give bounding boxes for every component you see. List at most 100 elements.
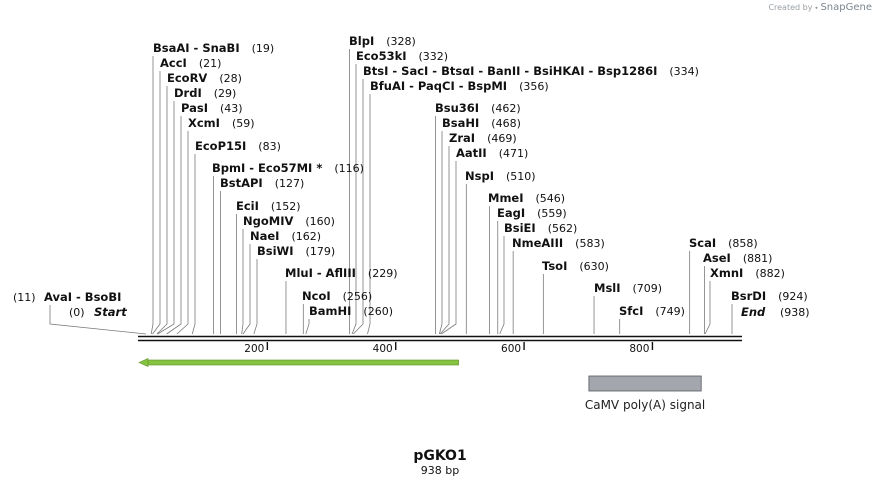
restriction-site[interactable]: NspI (510) [465, 169, 536, 183]
site-name: AatII [456, 146, 487, 160]
site-leader-line [176, 131, 189, 335]
site-name: MmeI [488, 191, 524, 205]
site-leader-line [242, 244, 251, 335]
site-leader-line [241, 229, 244, 335]
restriction-site[interactable]: NmeAIII (583) [512, 236, 605, 250]
restriction-site[interactable]: BpmI - Eco57MI * (116) [212, 161, 364, 175]
site-leader-lines [49, 49, 733, 335]
restriction-site[interactable]: BtsI - SacI - BtsαI - BanII - BsiHKAI - … [363, 64, 699, 78]
site-name: NcoI [302, 289, 331, 303]
site-position: (260) [363, 305, 393, 318]
site-position: (83) [258, 140, 281, 153]
restriction-site[interactable]: AatII (471) [456, 146, 528, 160]
restriction-site[interactable]: DrdI (29) [174, 86, 236, 100]
feature-arrow-head [138, 358, 149, 367]
site-name: Eco53kI [356, 49, 407, 63]
restriction-site[interactable]: SfcI (749) [619, 304, 685, 318]
restriction-site[interactable]: BsaHI (468) [442, 116, 521, 130]
restriction-site[interactable]: (11) AvaI - BsoBI [13, 290, 121, 304]
restriction-site[interactable]: BsaAI - SnaBI (19) [153, 41, 274, 55]
site-position: (471) [499, 147, 529, 160]
site-name: AccI [160, 56, 187, 70]
site-name: BfuAI - PaqCI - BspMI [370, 79, 507, 93]
site-leader-line [191, 154, 196, 335]
site-name: SfcI [619, 304, 643, 318]
site-leader-line [166, 116, 182, 335]
end-position: (938) [780, 306, 810, 319]
site-leader-line [156, 86, 168, 335]
restriction-site[interactable]: MslI (709) [594, 281, 662, 295]
restriction-site[interactable]: TsoI (630) [542, 259, 609, 273]
site-position: (510) [506, 170, 536, 183]
site-name: BpmI - Eco57MI * [212, 161, 322, 175]
site-leader-line [49, 305, 147, 335]
feature-label: CaMV poly(A) signal [585, 398, 705, 412]
restriction-site[interactable]: BlpI (328) [349, 34, 416, 48]
restriction-site[interactable]: Bsu36I (462) [435, 101, 521, 115]
site-position: (11) [13, 291, 36, 304]
feature-box[interactable] [588, 375, 702, 392]
restriction-site[interactable]: BamHI (260) [309, 304, 393, 318]
restriction-site[interactable]: NgoMIV (160) [243, 214, 335, 228]
restriction-site[interactable]: ZraI (469) [449, 131, 517, 145]
site-position: (116) [334, 162, 364, 175]
restriction-site[interactable]: BsiEI (562) [504, 221, 577, 235]
site-position: (630) [579, 260, 609, 273]
site-name: EciI [236, 199, 259, 213]
site-labels: (11) AvaI - BsoBI BsaAI - SnaBI (19) AccI (21… [13, 34, 808, 318]
site-position: (546) [536, 192, 566, 205]
site-name: PasI [181, 101, 208, 115]
site-leader-line [351, 64, 357, 335]
site-leader-line [367, 94, 371, 335]
restriction-site[interactable]: NaeI (162) [250, 229, 321, 243]
ruler-ticks: 200 400 600 800 [244, 342, 654, 355]
restriction-site[interactable]: EcoRV (28) [167, 71, 242, 85]
ruler-tick-label: 200 [244, 343, 264, 355]
site-leader-line [305, 319, 310, 335]
site-position: (882) [755, 267, 785, 280]
site-position: (152) [271, 200, 301, 213]
restriction-site[interactable]: PasI (43) [181, 101, 243, 115]
restriction-site[interactable]: NcoI (256) [302, 289, 372, 303]
site-name: BamHI [309, 304, 351, 318]
restriction-site[interactable]: XcmI (59) [188, 116, 255, 130]
site-name: ZraI [449, 131, 475, 145]
start-position: (0) [69, 306, 85, 319]
restriction-site[interactable]: MluI - AflIII (229) [285, 266, 398, 280]
restriction-site[interactable]: EcoP15I (83) [195, 139, 281, 153]
restriction-site[interactable]: AseI (881) [703, 251, 772, 265]
site-leader-line [152, 71, 161, 335]
site-position: (21) [199, 57, 222, 70]
site-name: EcoP15I [195, 139, 246, 153]
site-position: (28) [219, 72, 242, 85]
restriction-site[interactable]: AccI (21) [160, 56, 221, 70]
site-name: BsiWI [257, 244, 294, 258]
site-position: (19) [252, 42, 275, 55]
site-position: (562) [548, 222, 578, 235]
site-position: (924) [778, 290, 808, 303]
sequence-backbone [138, 335, 742, 342]
site-name: TsoI [542, 259, 567, 273]
restriction-site[interactable]: ScaI (858) [689, 236, 758, 250]
restriction-site[interactable]: XmnI (882) [710, 266, 785, 280]
site-position: (749) [655, 305, 685, 318]
site-name: XcmI [188, 116, 220, 130]
site-name: MluI - AflIII [285, 266, 356, 280]
site-name: Bsu36I [435, 101, 479, 115]
site-name: NmeAIII [512, 236, 563, 250]
restriction-site[interactable]: BfuAI - PaqCI - BspMI (356) [370, 79, 549, 93]
feature-arrow-body[interactable] [146, 359, 459, 366]
snapgene-logo-icon: ⬩ [815, 3, 818, 12]
restriction-site[interactable]: BsrDI (924) [731, 289, 808, 303]
site-position: (858) [728, 237, 758, 250]
restriction-site[interactable]: BsiWI (179) [257, 244, 335, 258]
restriction-site[interactable]: MmeI (546) [488, 191, 565, 205]
restriction-site[interactable]: EagI (559) [497, 206, 567, 220]
snapgene-credit: Created by ⬩ SnapGene [768, 2, 872, 13]
ruler-tick-label: 600 [501, 343, 521, 355]
site-leader-line [157, 101, 175, 335]
restriction-site[interactable]: EciI (152) [236, 199, 301, 213]
restriction-site[interactable]: Eco53kI (332) [356, 49, 448, 63]
site-name: AvaI - BsoBI [44, 290, 121, 304]
restriction-site[interactable]: BstAPI (127) [220, 176, 304, 190]
